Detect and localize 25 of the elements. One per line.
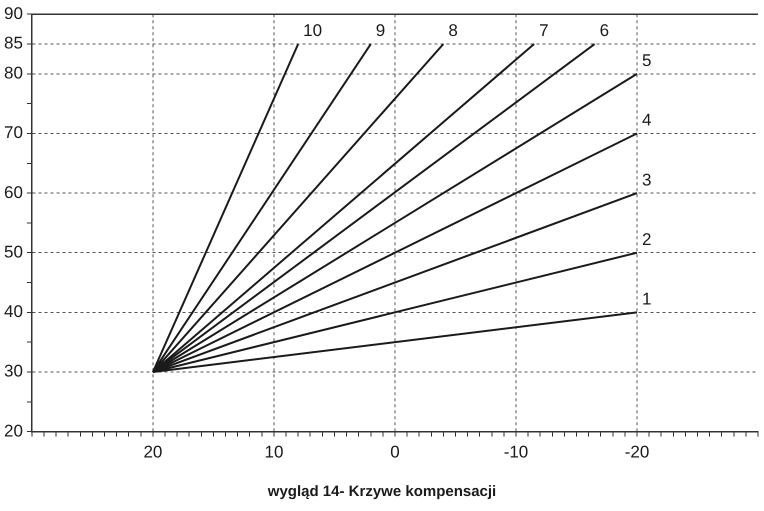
series-label: 7 — [539, 21, 549, 40]
y-tick-label: 30 — [4, 362, 23, 381]
series-label: 10 — [303, 21, 322, 40]
series-label: 1 — [642, 290, 652, 309]
y-tick-label: 80 — [4, 64, 23, 83]
series-label: 3 — [642, 170, 652, 190]
y-tick-label: 60 — [4, 182, 23, 202]
series-label: 2 — [642, 230, 652, 249]
y-tick-label: 90 — [4, 4, 23, 23]
x-tick-label: 10 — [264, 442, 284, 462]
y-tick-label: 20 — [4, 421, 23, 440]
y-tick-label: 50 — [4, 242, 23, 262]
series-label: 9 — [376, 21, 386, 40]
x-tick-label: -10 — [504, 442, 528, 462]
y-tick-label: 40 — [4, 302, 23, 322]
y-tick-label: 70 — [4, 123, 23, 142]
x-tick-label: 20 — [143, 442, 162, 462]
x-tick-label: 0 — [390, 442, 400, 462]
series-label: 8 — [448, 21, 458, 40]
y-tick-label: 85 — [4, 34, 23, 53]
series-label: 6 — [600, 21, 610, 40]
text: wygląd 14- Krzywe kompensacji — [266, 483, 496, 500]
series-label: 4 — [642, 110, 652, 130]
series-label: 5 — [642, 51, 652, 70]
x-tick-label: -20 — [624, 442, 650, 462]
